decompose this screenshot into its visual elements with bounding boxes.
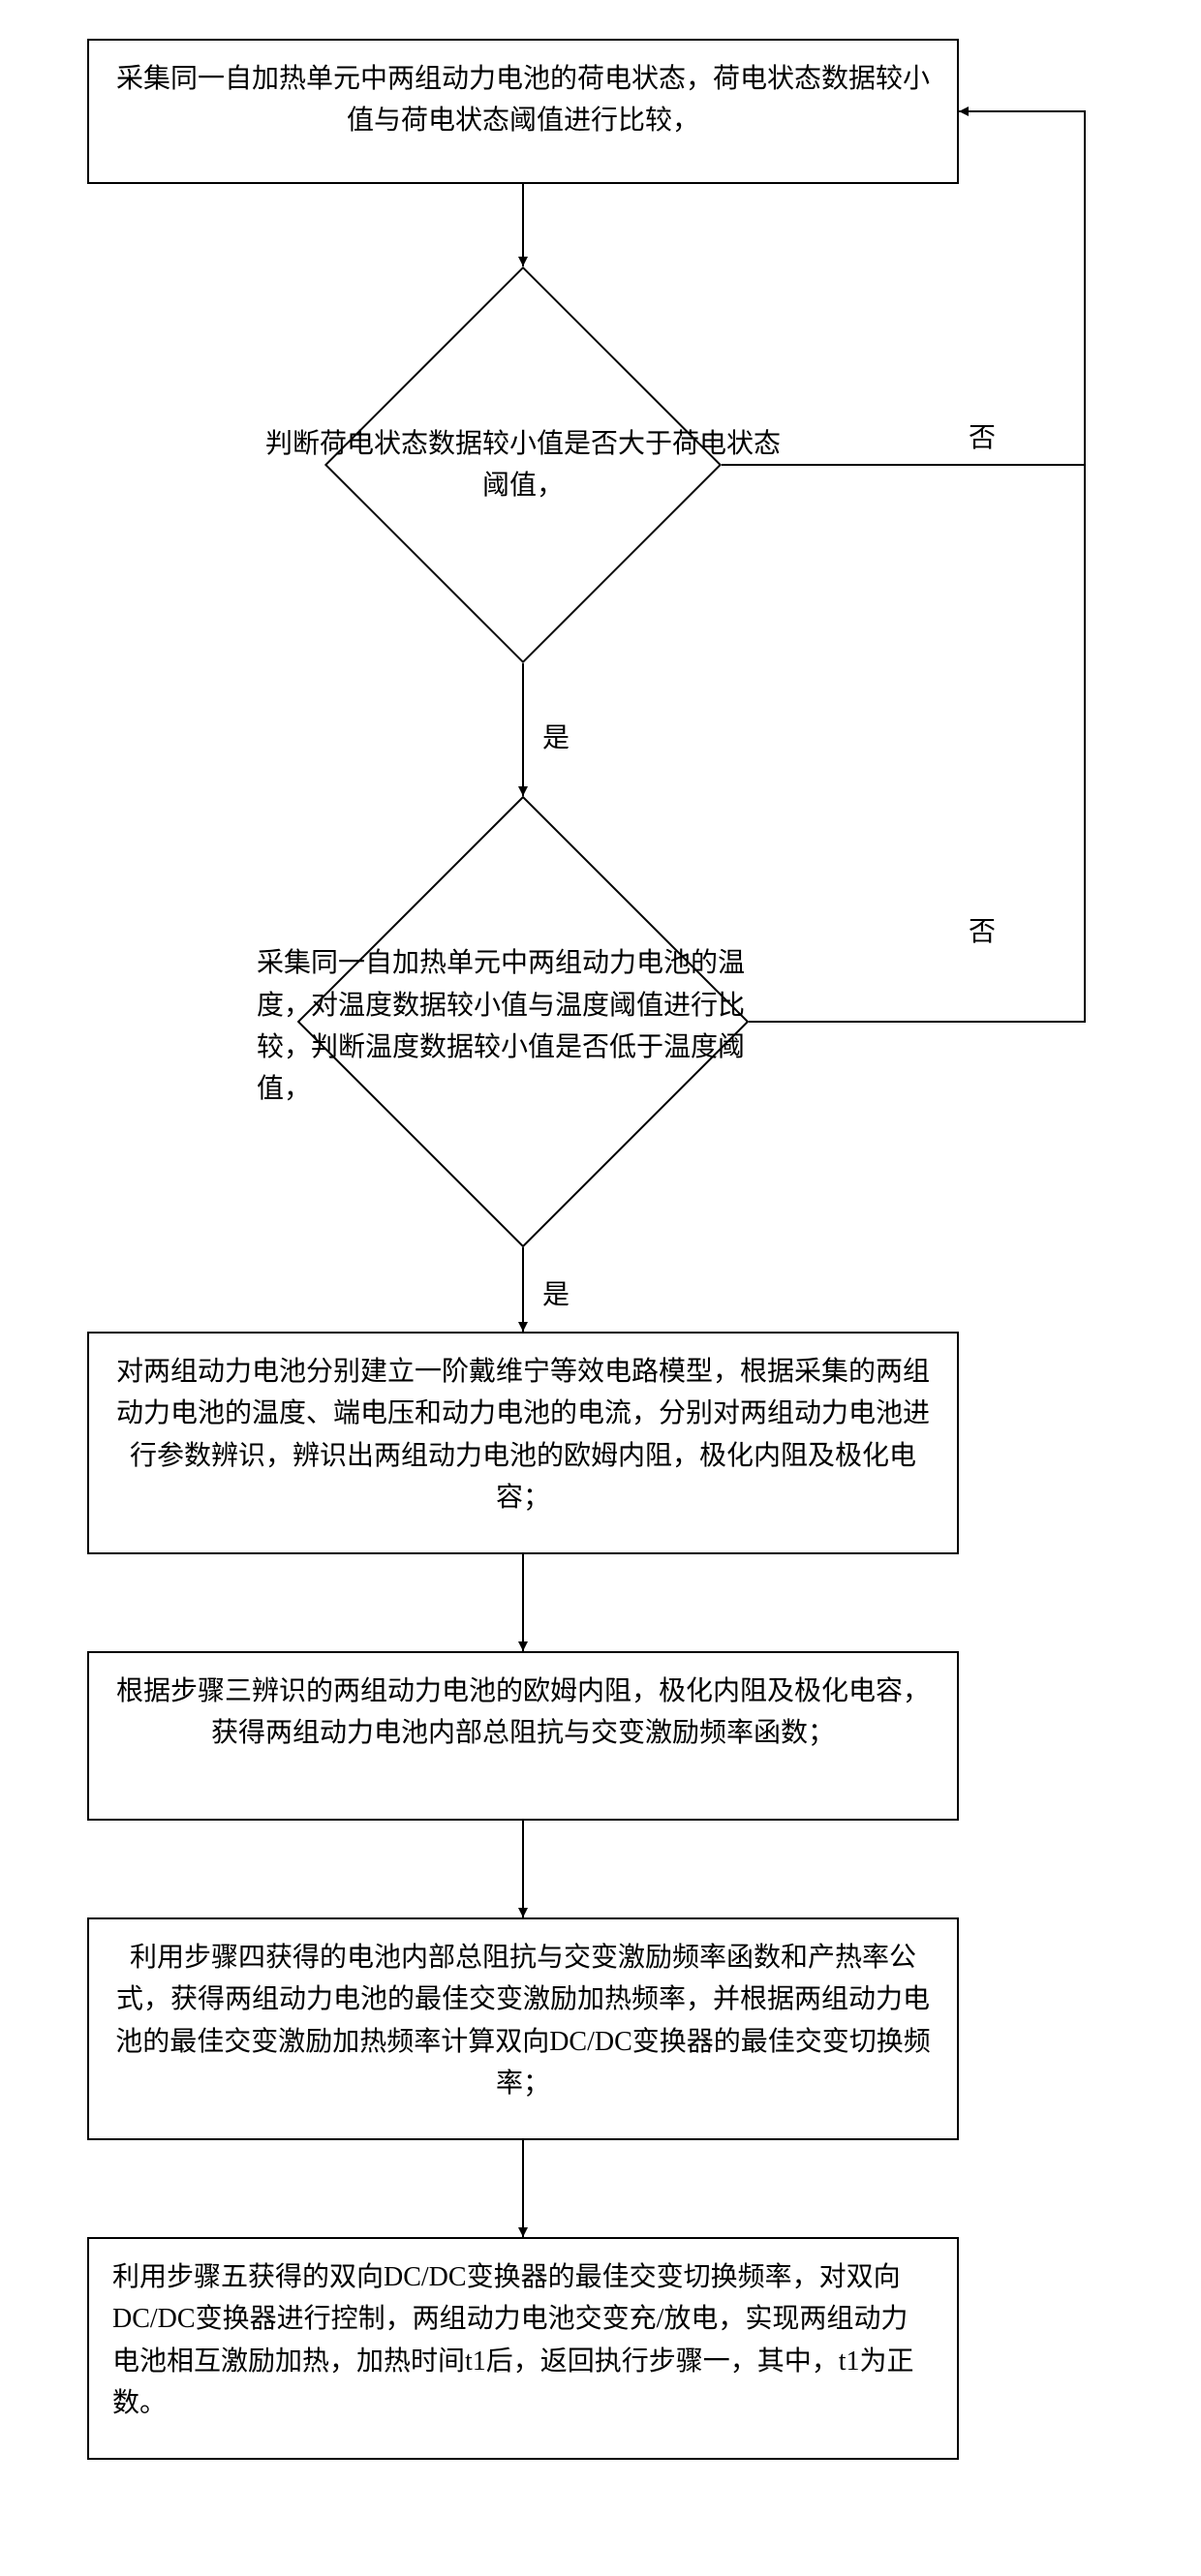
step4-box: 根据步骤三辨识的两组动力电池的欧姆内阻，极化内阻及极化电容，获得两组动力电池内部… bbox=[87, 1651, 959, 1821]
step6-box: 利用步骤五获得的双向DC/DC变换器的最佳交变切换频率，对双向DC/DC变换器进… bbox=[87, 2237, 959, 2460]
edge-label-yes-2: 是 bbox=[542, 1273, 570, 1312]
step1-box: 采集同一自加热单元中两组动力电池的荷电状态，荷电状态数据较小值与荷电状态阈值进行… bbox=[87, 39, 959, 184]
edge-label-yes-1: 是 bbox=[542, 717, 570, 755]
step5-box: 利用步骤四获得的电池内部总阻抗与交变激励频率函数和产热率公式，获得两组动力电池的… bbox=[87, 1917, 959, 2140]
decision2-text: 采集同一自加热单元中两组动力电池的温度，对温度数据较小值与温度阈值进行比较，判断… bbox=[257, 920, 789, 1133]
decision1-text: 判断荷电状态数据较小值是否大于荷电状态阈值， bbox=[262, 397, 785, 533]
edge-label-no-1: 否 bbox=[969, 416, 996, 455]
edge-label-no-2: 否 bbox=[969, 910, 996, 949]
step3-box: 对两组动力电池分别建立一阶戴维宁等效电路模型，根据采集的两组动力电池的温度、端电… bbox=[87, 1332, 959, 1554]
flowchart-container: 采集同一自加热单元中两组动力电池的荷电状态，荷电状态数据较小值与荷电状态阈值进行… bbox=[58, 39, 1143, 2537]
